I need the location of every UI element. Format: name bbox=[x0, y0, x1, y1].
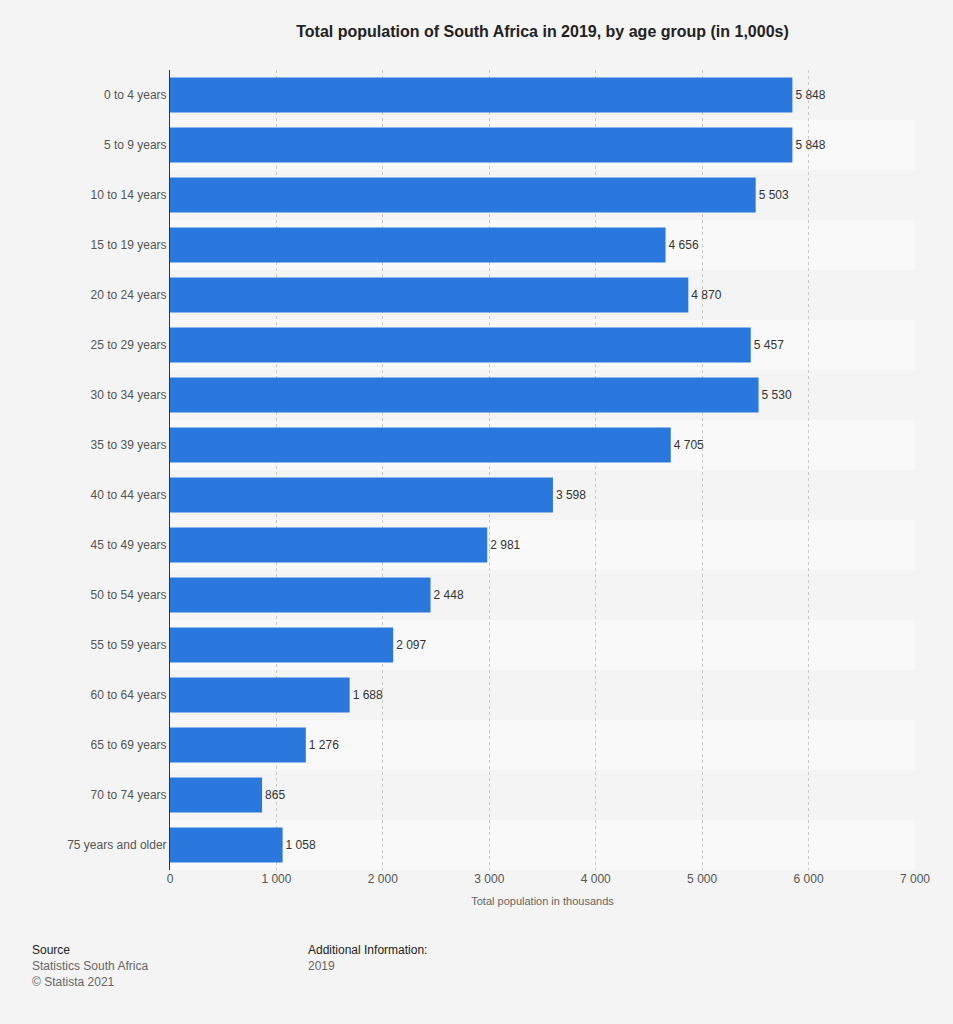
svg-text:4 656: 4 656 bbox=[669, 238, 699, 252]
svg-text:2 981: 2 981 bbox=[490, 538, 520, 552]
svg-text:5 530: 5 530 bbox=[762, 388, 792, 402]
svg-text:1 000: 1 000 bbox=[261, 872, 291, 886]
html-text:Statistics South Africa: Statistics South Africa bbox=[32, 959, 149, 973]
svg-text:2 097: 2 097 bbox=[396, 638, 426, 652]
svg-text:0 to 4 years: 0 to 4 years bbox=[104, 88, 167, 102]
svg-text:6 000: 6 000 bbox=[794, 872, 824, 886]
svg-text:4 870: 4 870 bbox=[691, 288, 721, 302]
html-text:© Statista 2021: © Statista 2021 bbox=[32, 975, 115, 989]
svg-text:Total population of South Afri: Total population of South Africa in 2019… bbox=[296, 23, 789, 40]
svg-text:4 000: 4 000 bbox=[581, 872, 611, 886]
svg-text:5 457: 5 457 bbox=[754, 338, 784, 352]
svg-text:5 848: 5 848 bbox=[795, 138, 825, 152]
svg-text:1 688: 1 688 bbox=[353, 688, 383, 702]
svg-text:65 to 69 years: 65 to 69 years bbox=[91, 738, 167, 752]
svg-text:1 276: 1 276 bbox=[309, 738, 339, 752]
svg-text:5 503: 5 503 bbox=[759, 188, 789, 202]
svg-text:5 848: 5 848 bbox=[795, 88, 825, 102]
svg-text:35 to 39 years: 35 to 39 years bbox=[91, 438, 167, 452]
svg-text:2 448: 2 448 bbox=[434, 588, 464, 602]
svg-text:60 to 64 years: 60 to 64 years bbox=[91, 688, 167, 702]
svg-text:15 to 19 years: 15 to 19 years bbox=[91, 238, 167, 252]
svg-text:45 to 49 years: 45 to 49 years bbox=[91, 538, 167, 552]
html-text:Additional Information:: Additional Information: bbox=[308, 943, 428, 957]
svg-text:3 598: 3 598 bbox=[556, 488, 586, 502]
html-text:2019: 2019 bbox=[308, 959, 335, 973]
svg-text:30 to 34 years: 30 to 34 years bbox=[91, 388, 167, 402]
svg-text:25 to 29 years: 25 to 29 years bbox=[91, 338, 167, 352]
svg-text:40 to 44 years: 40 to 44 years bbox=[91, 488, 167, 502]
html-text:Source: Source bbox=[32, 943, 70, 957]
svg-text:20 to 24 years: 20 to 24 years bbox=[91, 288, 167, 302]
svg-text:7 000: 7 000 bbox=[900, 872, 930, 886]
svg-text:5 to 9 years: 5 to 9 years bbox=[104, 138, 167, 152]
svg-text:1 058: 1 058 bbox=[286, 838, 316, 852]
svg-text:75 years and older: 75 years and older bbox=[67, 838, 166, 852]
svg-text:50 to 54 years: 50 to 54 years bbox=[91, 588, 167, 602]
svg-text:10 to 14 years: 10 to 14 years bbox=[91, 188, 167, 202]
svg-text:4 705: 4 705 bbox=[674, 438, 704, 452]
svg-text:5 000: 5 000 bbox=[687, 872, 717, 886]
svg-text:Total population in thousands: Total population in thousands bbox=[471, 895, 614, 907]
svg-text:2 000: 2 000 bbox=[368, 872, 398, 886]
svg-text:3 000: 3 000 bbox=[474, 872, 504, 886]
svg-text:865: 865 bbox=[265, 788, 285, 802]
svg-text:0: 0 bbox=[167, 872, 174, 886]
svg-text:55 to 59 years: 55 to 59 years bbox=[91, 638, 167, 652]
svg-text:70 to 74 years: 70 to 74 years bbox=[91, 788, 167, 802]
